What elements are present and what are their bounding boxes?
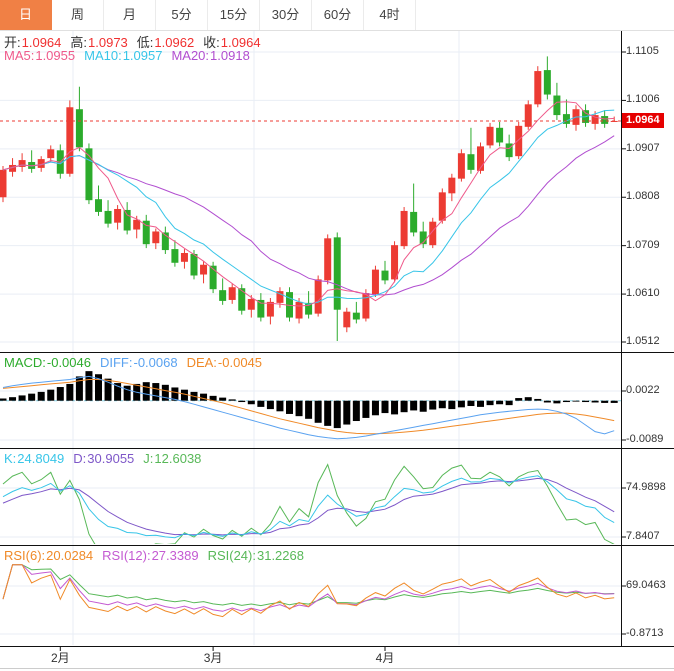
y-axis-label: 1.0808 <box>626 190 660 203</box>
y-axis-label: 74.9898 <box>626 481 666 493</box>
macd-info: MACD:-0.0046 DIFF:-0.0068 DEA:-0.0045 <box>4 355 263 370</box>
y-axis-label: 7.8407 <box>626 530 660 542</box>
timeframe-tabs: 日周月 5分 15分 30分 60分 4时 <box>0 0 674 31</box>
y-axis-label: 1.1105 <box>626 45 659 57</box>
kdj-info: K:24.8049 D:30.9055 J:12.6038 <box>4 451 202 466</box>
y-axis-label: 0.0022 <box>626 384 660 396</box>
tab-60min[interactable]: 60分 <box>312 0 364 30</box>
candles-layer <box>0 56 618 342</box>
last-price-label: 1.0964 <box>622 112 664 128</box>
y-axis-label: -0.8713 <box>626 627 664 639</box>
y-axis-label: 1.0610 <box>626 287 660 300</box>
ma-info: MA5:1.0955 MA10:1.0957 MA20:1.0918 <box>4 48 250 63</box>
tab-4hour[interactable]: 4时 <box>364 0 416 30</box>
y-axis-label: 1.0907 <box>626 141 660 154</box>
rsi-info: RSI(6):20.0284 RSI(12):27.3389 RSI(24):31.… <box>4 548 304 563</box>
tab-day[interactable]: 日 <box>0 0 52 30</box>
ohlc-info: 开:1.0964 高:1.0973 低:1.0962 收:1.0964 <box>4 35 261 50</box>
x-axis-label: 4月 <box>375 651 395 665</box>
tab-30min[interactable]: 30分 <box>260 0 312 30</box>
y-axis-label: 1.1006 <box>626 93 660 106</box>
tab-5min[interactable]: 5分 <box>156 0 208 30</box>
tab-month[interactable]: 月 <box>104 0 156 30</box>
x-axis-label: 3月 <box>203 651 223 665</box>
x-axis-label: 2月 <box>50 651 70 665</box>
y-axis-label: 1.0512 <box>626 335 660 347</box>
y-axis-label: 1.0709 <box>626 238 660 251</box>
y-axis-label: -0.0089 <box>626 433 664 445</box>
y-axis-label: 69.0463 <box>626 579 666 591</box>
tab-week[interactable]: 周 <box>52 0 104 30</box>
tab-15min[interactable]: 15分 <box>208 0 260 30</box>
